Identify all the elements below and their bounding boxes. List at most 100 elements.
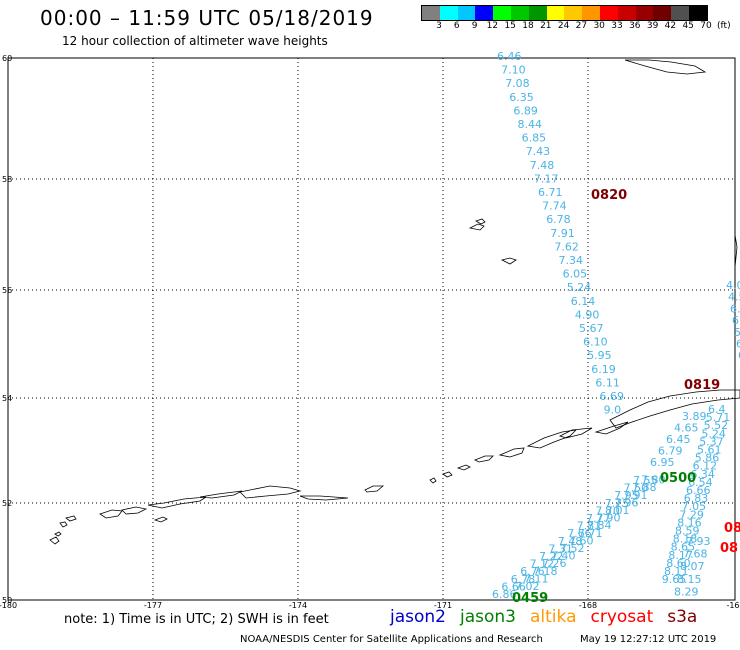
- wave-height-value: 6.71: [538, 186, 563, 199]
- colorbar-swatch: [635, 6, 654, 20]
- colorbar-tick-label: 9: [471, 21, 478, 31]
- wave-height-value: 5.37: [699, 435, 724, 448]
- aleutian-coastline: [49, 59, 740, 545]
- wave-height-value: 6.76: [520, 565, 545, 578]
- colorbar-tick-label: 15: [504, 21, 516, 31]
- wave-height-value: 7.08: [505, 77, 530, 90]
- wave-height-value: 8.60: [666, 557, 691, 570]
- wave-height-value: 7.95: [614, 489, 639, 502]
- wave-height-value: 6.78: [546, 213, 571, 226]
- colorbar-unit-label: (ft): [717, 21, 731, 31]
- wave-height-value: 6.66: [501, 580, 526, 593]
- wave-height-value: 5.52: [704, 419, 729, 432]
- colorbar-swatch: [688, 6, 707, 20]
- map-frame: [7, 57, 736, 601]
- colorbar-swatch: [457, 6, 476, 20]
- wave-height-value: 8.17: [668, 549, 693, 562]
- colorbar-tick-label: 30: [593, 21, 605, 31]
- coastline-fox-islands: [429, 421, 629, 484]
- generated-timestamp: May 19 12:27:12 UTC 2019: [580, 634, 717, 645]
- wave-height-value: 8.44: [518, 118, 543, 131]
- colorbar-tick-label: 45: [682, 21, 694, 31]
- colorbar-swatch: [528, 6, 547, 20]
- wave-height-value: 7.10: [501, 64, 525, 77]
- chart-subtitle: 12 hour collection of altimeter wave hei…: [62, 34, 328, 48]
- colorbar-swatch: [439, 6, 458, 20]
- longitude-label: -168: [579, 601, 597, 610]
- colorbar-swatch: [564, 6, 583, 20]
- wave-height-value: 7.02: [515, 580, 540, 593]
- wave-height-value: 6.19: [591, 363, 616, 376]
- wave-height-value: 7.80: [641, 474, 666, 487]
- wave-height-value: 4.90: [575, 308, 600, 321]
- wave-height-value: 6.66: [686, 484, 711, 497]
- wave-height-value: 7.77: [586, 512, 611, 525]
- wave-height-value: 7.84: [587, 519, 612, 532]
- wave-height-colorbar: [421, 5, 708, 21]
- legend-entry-cryosat: cryosat: [590, 607, 654, 627]
- longitude-label: -16: [726, 601, 739, 610]
- wave-height-value: 7.52: [560, 542, 585, 555]
- colorbar-swatch: [422, 6, 440, 20]
- wave-height-value: 7.62: [554, 240, 579, 253]
- colorbar-swatch: [599, 6, 618, 20]
- wave-height-value: 7.66: [567, 527, 592, 540]
- latitude-label: 60: [2, 54, 12, 63]
- colorbar-tick-labels: 3 6 9 12 15 18 21 24 27 30 33 36 39 42 45 70 (ft): [421, 21, 740, 35]
- wave-height-value: 3.89: [682, 410, 707, 423]
- longitude-label: -177: [144, 601, 162, 610]
- wave-height-value: 6.95: [650, 456, 675, 469]
- wave-height-value: 6.69: [600, 390, 625, 403]
- wave-height-value: 7.88: [632, 481, 657, 494]
- legend-entry-jason2: jason2: [390, 607, 446, 627]
- wave-height-value: 5.61: [697, 444, 722, 457]
- wave-height-value: 7.68: [683, 548, 708, 561]
- wave-height-value: 5.67: [579, 322, 604, 335]
- pass-time-label: 0820: [591, 188, 627, 203]
- wave-height-value: 6.11: [595, 376, 620, 389]
- wave-height-value: 7.05: [682, 500, 707, 513]
- colorbar-tick-label: 33: [611, 21, 623, 31]
- colorbar-swatch: [582, 6, 600, 20]
- coastline-western-islands: [49, 485, 385, 545]
- wave-height-value: 6.05: [563, 268, 588, 281]
- wave-height-value: 7.91: [623, 489, 648, 502]
- chart-title: 00:00 – 11:59 UTC 05/18/2019: [40, 6, 374, 30]
- wave-height-value: 7.75: [605, 497, 630, 510]
- wave-height-value: 6.35: [509, 91, 534, 104]
- legend-entry-s3a: s3a: [667, 607, 698, 627]
- wave-height-value: 4.65: [674, 422, 699, 435]
- colorbar-swatch: [653, 6, 672, 20]
- wave-height-value: 6.12: [693, 460, 718, 473]
- longitude-label: -180: [0, 601, 17, 610]
- wave-height-value: 7.11: [524, 572, 549, 585]
- wave-height-value: 8.01: [605, 504, 630, 517]
- wave-height-value: 8.11: [664, 565, 689, 578]
- wave-height-value: 4.5: [728, 291, 740, 304]
- wave-height-value: 7.40: [551, 550, 576, 563]
- wave-height-value: 7.91: [550, 227, 575, 240]
- wave-height-value: 7.90: [596, 512, 621, 525]
- wave-height-value: 8.07: [680, 560, 705, 573]
- coastline-pribilof-islands: [468, 218, 517, 265]
- wave-height-value: 6.78: [511, 573, 536, 586]
- wave-height-value: 7.31: [548, 542, 573, 555]
- wave-height-value: 7.34: [559, 254, 584, 267]
- pass-time-label: 0819: [684, 378, 720, 393]
- wave-height-value: 7.18: [533, 565, 558, 578]
- wave-height-value: 8.16: [677, 516, 702, 529]
- pass-time-label: 0500: [660, 471, 696, 486]
- wave-height-value: 7.60: [569, 534, 594, 547]
- colorbar-tick-label: 70: [700, 21, 712, 31]
- wave-height-value: 6.79: [658, 445, 683, 458]
- wave-height-value: 6.45: [666, 433, 691, 446]
- wave-height-value: 6.90: [738, 349, 740, 362]
- colorbar-swatch: [671, 6, 689, 20]
- latitude-label: 58: [2, 175, 12, 184]
- wave-height-value: 8.65: [671, 541, 696, 554]
- latitude-label: 50: [2, 596, 12, 605]
- wave-height-value: 5.24: [567, 281, 592, 294]
- colorbar-tick-label: 27: [575, 21, 588, 31]
- wave-height-value: 7.81: [577, 520, 602, 533]
